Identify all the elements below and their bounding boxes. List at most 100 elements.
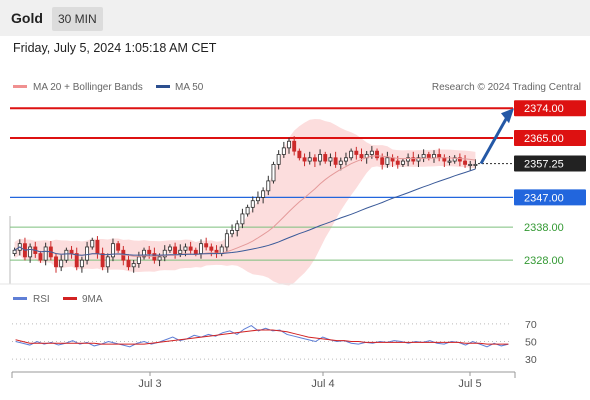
candle-body bbox=[369, 150, 374, 155]
credit-label: Research © 2024 Trading Central bbox=[432, 82, 581, 93]
candle-body bbox=[457, 157, 462, 162]
candle-body bbox=[292, 140, 297, 152]
candle-body bbox=[183, 246, 188, 251]
candle-body bbox=[74, 253, 79, 268]
candle-body bbox=[359, 154, 364, 159]
candle-body bbox=[224, 233, 229, 248]
candle-body bbox=[375, 150, 379, 159]
candle-body bbox=[271, 163, 276, 182]
candle-body bbox=[395, 160, 400, 165]
candle-body bbox=[240, 213, 245, 225]
candle-body bbox=[64, 249, 69, 261]
candle-body bbox=[266, 180, 271, 192]
candle-body bbox=[111, 243, 115, 258]
candle-body bbox=[199, 243, 203, 254]
candle-body bbox=[12, 249, 17, 254]
level-2365-00-tag bbox=[514, 129, 586, 146]
ma50-line bbox=[14, 168, 476, 256]
bollinger-bands bbox=[14, 118, 476, 286]
ma9-legend-label: 9MA bbox=[82, 294, 103, 305]
candle-body bbox=[142, 249, 146, 258]
candle-body bbox=[100, 253, 105, 268]
candle-body bbox=[105, 256, 110, 268]
candle-body bbox=[287, 140, 291, 149]
ma20-legend-label: MA 20 + Bollinger Bands bbox=[33, 82, 143, 93]
level-2374-00-tag bbox=[514, 100, 586, 117]
candle-body bbox=[406, 157, 411, 162]
candle-body bbox=[333, 157, 338, 165]
candle-body bbox=[380, 157, 385, 165]
candle-body bbox=[421, 154, 426, 159]
candle-body bbox=[43, 246, 48, 261]
chart-datetime: Friday, July 5, 2024 1:05:18 AM CET bbox=[13, 41, 217, 55]
candle-body bbox=[250, 200, 255, 208]
ma9-legend-swatch bbox=[63, 297, 77, 300]
candle-body bbox=[416, 157, 421, 162]
level-2347-00-tag bbox=[514, 189, 586, 206]
candle-body bbox=[59, 259, 64, 268]
candle-body bbox=[432, 154, 436, 159]
candle-body bbox=[54, 256, 58, 268]
candle-body bbox=[473, 163, 478, 166]
candle-body bbox=[344, 157, 348, 162]
candle-body bbox=[400, 160, 405, 165]
candle-body bbox=[245, 206, 250, 215]
ma50-legend-swatch bbox=[156, 85, 170, 88]
level-2328-00-label: 2328.00 bbox=[524, 255, 564, 267]
rsi-legend-swatch bbox=[13, 297, 27, 300]
rsi-ma9-line bbox=[15, 329, 509, 345]
candle-body bbox=[173, 246, 178, 254]
candle-body bbox=[281, 147, 286, 155]
level-2365-00-label: 2365.00 bbox=[524, 133, 564, 145]
candle-body bbox=[411, 157, 416, 162]
rsi-tick-label: 50 bbox=[525, 337, 537, 349]
candle-body bbox=[188, 246, 193, 251]
symbol-title: Gold bbox=[11, 10, 43, 26]
level-2357-25-label: 2357.25 bbox=[524, 159, 564, 171]
forecast-arrow-shaft bbox=[479, 116, 509, 165]
candle-body bbox=[116, 243, 121, 251]
candles bbox=[12, 136, 478, 273]
candle-body bbox=[318, 154, 323, 162]
candle-body bbox=[385, 157, 390, 165]
candle-body bbox=[69, 249, 74, 254]
ma20-legend-swatch bbox=[13, 85, 27, 88]
candle-body bbox=[349, 150, 354, 159]
ma50-legend-label: MA 50 bbox=[175, 82, 204, 93]
rsi-tick-label: 70 bbox=[525, 319, 537, 331]
x-axis: Jul 3 Jul 4 Jul 5 bbox=[11, 371, 516, 390]
candle-body bbox=[468, 163, 473, 166]
candle-body bbox=[312, 157, 317, 162]
candle-body bbox=[38, 253, 43, 261]
candle-body bbox=[354, 150, 359, 155]
candle-body bbox=[463, 160, 468, 165]
candle-body bbox=[302, 157, 307, 162]
candle-body bbox=[297, 150, 302, 159]
candle-body bbox=[447, 160, 452, 163]
candle-body bbox=[178, 249, 183, 254]
forecast-arrow-head bbox=[501, 108, 514, 124]
level-2338-00-label: 2338.00 bbox=[524, 222, 564, 234]
candle-body bbox=[95, 239, 100, 254]
candle-body bbox=[323, 154, 328, 162]
candle-body bbox=[235, 223, 240, 231]
level-2347-00-label: 2347.00 bbox=[524, 192, 564, 204]
candle-body bbox=[85, 246, 90, 261]
rsi-legend-label: RSI bbox=[33, 294, 50, 305]
candle-body bbox=[230, 230, 235, 235]
candle-body bbox=[28, 246, 33, 258]
candle-body bbox=[147, 249, 152, 254]
candle-body bbox=[307, 157, 312, 162]
candle-body bbox=[255, 197, 260, 202]
level-2357-25-tag bbox=[514, 155, 586, 172]
candle-body bbox=[131, 263, 136, 268]
candle-body bbox=[79, 259, 84, 268]
rsi-tick-label: 30 bbox=[525, 354, 537, 366]
rsi-panel: 70 50 30 bbox=[12, 319, 537, 366]
x-tick-label: Jul 3 bbox=[138, 378, 161, 390]
candle-body bbox=[426, 154, 431, 159]
candle-body bbox=[193, 249, 198, 254]
timeframe-button[interactable]: 30 MIN bbox=[52, 7, 103, 31]
candle-body bbox=[209, 246, 214, 251]
